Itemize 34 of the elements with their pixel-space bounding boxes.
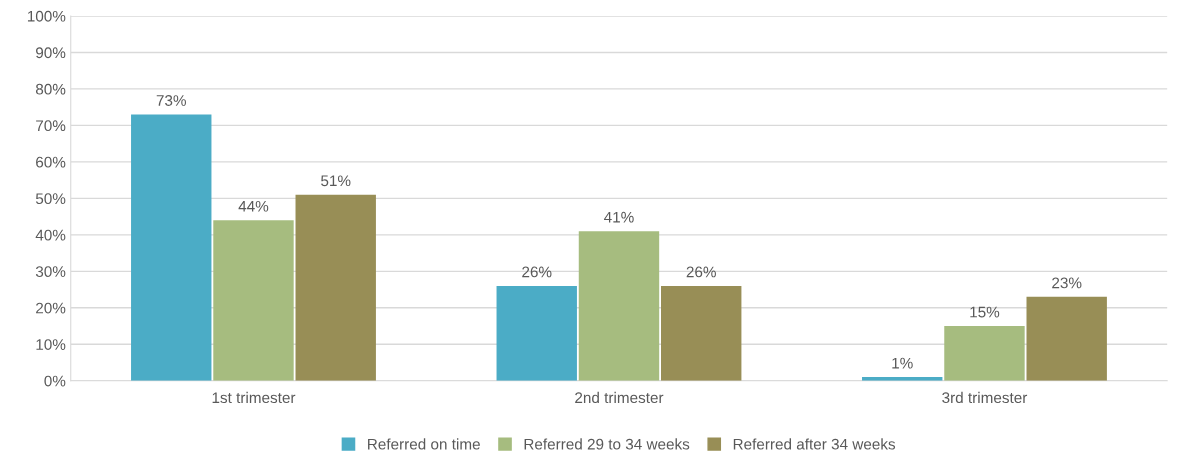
- x-tick-label: 1st trimester: [212, 391, 296, 404]
- y-tick-label: 60%: [36, 156, 66, 168]
- data-label: 23%: [1052, 277, 1082, 289]
- data-label: 15%: [970, 306, 1000, 318]
- bar: [944, 326, 1025, 381]
- x-tick-label: 2nd trimester: [575, 391, 664, 404]
- data-label: 26%: [522, 266, 552, 278]
- y-tick-label: 100%: [27, 10, 66, 22]
- bar: [213, 220, 294, 381]
- legend-label: Referred after 34 weeks: [733, 438, 896, 450]
- data-label: 73%: [156, 95, 186, 106]
- y-tick-label: 10%: [36, 339, 66, 350]
- bar: [661, 285, 742, 381]
- x-tick-label: 3rd trimester: [942, 391, 1028, 404]
- y-tick-label: 50%: [35, 193, 66, 205]
- bar: [131, 114, 212, 381]
- y-tick-label: 80%: [35, 83, 66, 95]
- y-tick-label: 30%: [35, 266, 66, 278]
- data-label: 1%: [892, 357, 913, 369]
- y-tick-label: 70%: [36, 120, 66, 132]
- legend-label: Referred on time: [368, 438, 480, 450]
- y-tick-label: 40%: [35, 229, 66, 241]
- data-label: 41%: [604, 211, 634, 223]
- data-label: 44%: [238, 200, 269, 212]
- y-tick-label: 90%: [36, 47, 66, 59]
- data-label: 26%: [686, 266, 716, 278]
- data-label: 51%: [321, 175, 351, 187]
- y-tick-label: 20%: [36, 302, 66, 314]
- bar: [295, 194, 376, 381]
- bar: [1026, 296, 1107, 381]
- legend-label: Referred 29 to 34 weeks: [524, 438, 690, 450]
- bar: [578, 231, 660, 381]
- bar: [496, 285, 577, 381]
- y-tick-label: 0%: [44, 375, 66, 387]
